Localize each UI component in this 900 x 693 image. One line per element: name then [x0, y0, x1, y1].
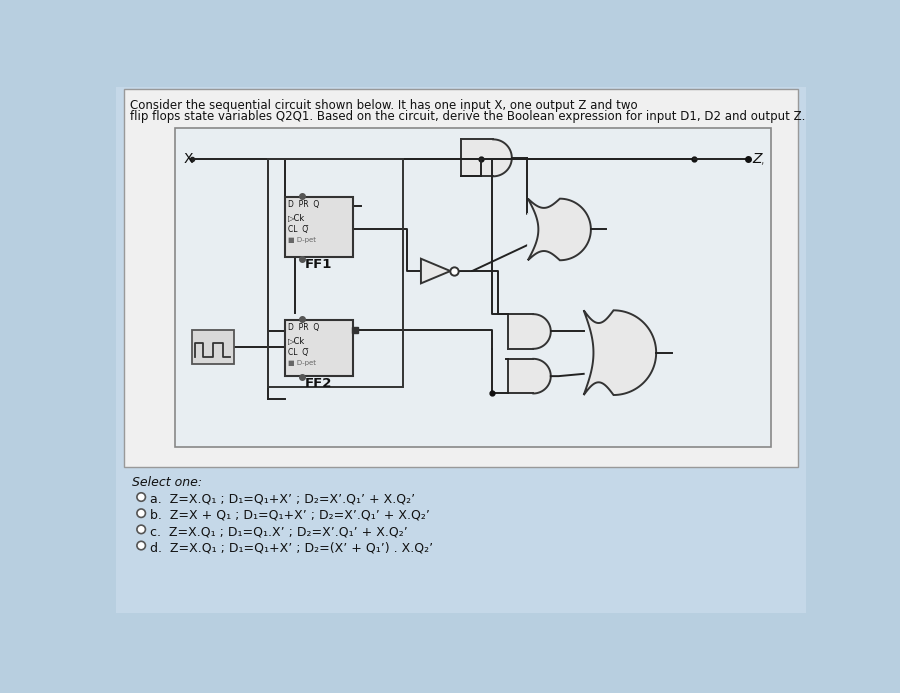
Text: d.  Z=X.Q₁ ; D₁=Q₁+X’ ; D₂=(X’ + Q₁’) . X.Q₂’: d. Z=X.Q₁ ; D₁=Q₁+X’ ; D₂=(X’ + Q₁’) . X…	[149, 541, 433, 554]
Text: FF1: FF1	[305, 258, 332, 271]
Text: ▷Ck: ▷Ck	[288, 335, 305, 344]
FancyBboxPatch shape	[192, 330, 234, 365]
Text: FF2: FF2	[305, 376, 332, 389]
Polygon shape	[584, 310, 656, 395]
Polygon shape	[508, 314, 551, 349]
Text: Select one:: Select one:	[132, 476, 202, 489]
FancyBboxPatch shape	[175, 128, 771, 448]
Text: a.  Z=X.Q₁ ; D₁=Q₁+X’ ; D₂=X’.Q₁’ + X.Q₂’: a. Z=X.Q₁ ; D₁=Q₁+X’ ; D₂=X’.Q₁’ + X.Q₂’	[149, 493, 415, 506]
Text: b.  Z=X + Q₁ ; D₁=Q₁+X’ ; D₂=X’.Q₁’ + X.Q₂’: b. Z=X + Q₁ ; D₁=Q₁+X’ ; D₂=X’.Q₁’ + X.Q…	[149, 509, 429, 522]
Polygon shape	[461, 139, 512, 176]
Text: Z: Z	[752, 152, 762, 166]
Circle shape	[137, 509, 146, 518]
FancyBboxPatch shape	[124, 89, 798, 466]
Text: ■ D-pet: ■ D-pet	[288, 237, 316, 243]
Text: ,: ,	[760, 156, 764, 166]
FancyBboxPatch shape	[116, 87, 806, 613]
Polygon shape	[508, 359, 551, 394]
Circle shape	[137, 525, 146, 534]
Text: D  PR  Q: D PR Q	[288, 324, 319, 333]
Circle shape	[137, 541, 146, 550]
Text: ■ D-pet: ■ D-pet	[288, 360, 316, 367]
Polygon shape	[528, 199, 591, 261]
Polygon shape	[421, 258, 450, 283]
FancyBboxPatch shape	[284, 197, 353, 257]
Text: X: X	[184, 152, 194, 166]
Text: CL  Q̅: CL Q̅	[288, 225, 308, 234]
Text: CL  Q̅: CL Q̅	[288, 348, 308, 357]
Text: D  PR  Q: D PR Q	[288, 200, 319, 209]
Circle shape	[137, 493, 146, 501]
Text: flip flops state variables Q2Q1. Based on the circuit, derive the Boolean expres: flip flops state variables Q2Q1. Based o…	[130, 110, 805, 123]
Text: c.  Z=X.Q₁ ; D₁=Q₁.X’ ; D₂=X’.Q₁’ + X.Q₂’: c. Z=X.Q₁ ; D₁=Q₁.X’ ; D₂=X’.Q₁’ + X.Q₂’	[149, 525, 408, 538]
Text: Consider the sequential circuit shown below. It has one input X, one output Z an: Consider the sequential circuit shown be…	[130, 98, 637, 112]
FancyBboxPatch shape	[284, 320, 353, 376]
Text: ▷Ck: ▷Ck	[288, 213, 305, 222]
